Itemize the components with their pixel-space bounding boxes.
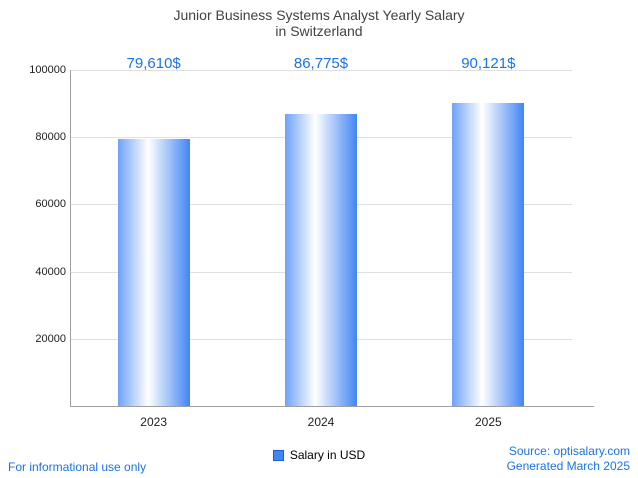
- y-axis-tick-label: 60000: [35, 198, 66, 211]
- y-axis-tick-label: 80000: [35, 131, 66, 144]
- y-axis-tick-label: 20000: [35, 332, 66, 345]
- salary-bar: [285, 114, 357, 406]
- footer-generated-text: Generated March 2025: [506, 459, 630, 473]
- y-axis-tick-label: 40000: [35, 265, 66, 278]
- legend-swatch-icon: [272, 449, 284, 461]
- bar-value-label: 79,610$: [126, 55, 181, 72]
- x-axis-line: [70, 406, 594, 407]
- chart-title-line2: in Switzerland: [275, 23, 363, 39]
- legend: Salary in USD: [0, 448, 638, 462]
- chart-title-line1: Junior Business Systems Analyst Yearly S…: [173, 7, 465, 23]
- salary-bar: [452, 103, 525, 406]
- footer-source-block: Source: optisalary.com Generated March 2…: [507, 444, 630, 474]
- legend-label: Salary in USD: [289, 448, 366, 462]
- footer-disclaimer: For informational use only: [8, 460, 147, 474]
- x-axis-category-label: 2024: [307, 415, 335, 429]
- bar-value-label: 86,775$: [293, 55, 349, 72]
- x-axis-category-label: 2025: [474, 415, 502, 429]
- gridline: [70, 70, 572, 71]
- y-axis-tick-label: 100000: [29, 64, 66, 76]
- chart-title: Junior Business Systems Analyst Yearly S…: [0, 7, 638, 39]
- salary-bar: [117, 138, 190, 406]
- y-axis-line: [70, 70, 71, 406]
- x-axis-category-label: 2023: [140, 415, 167, 429]
- bar-value-label: 90,121$: [461, 55, 516, 72]
- footer-source-link[interactable]: Source: optisalary.com: [508, 444, 630, 458]
